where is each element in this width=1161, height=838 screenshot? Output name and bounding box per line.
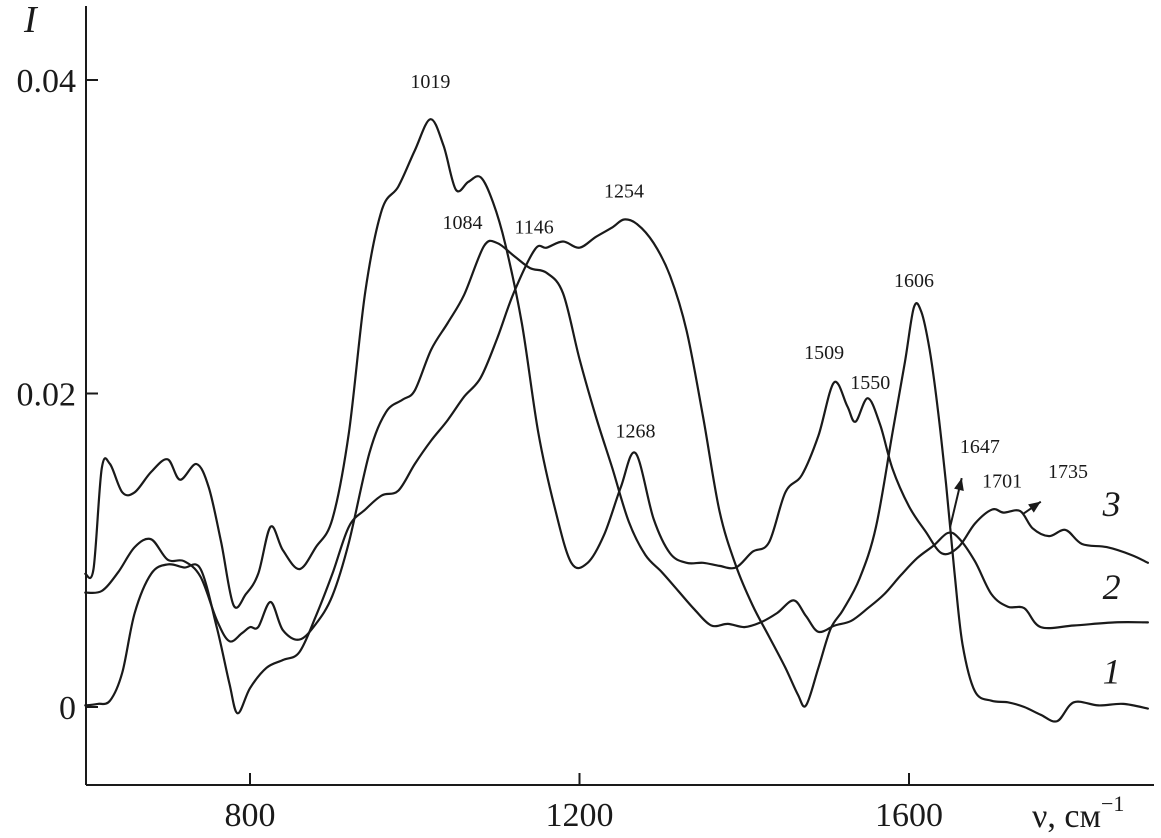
x-axis-label-superscript: −1 — [1101, 791, 1124, 816]
x-tick-label: 1200 — [546, 797, 614, 834]
y-axis-label: I — [23, 0, 39, 41]
peak-annotations: 1019 1084 1146 1254 1268 1509 1550 1606 1647 1701… — [410, 71, 1088, 493]
x-axis-label-text: ν, см — [1032, 798, 1101, 835]
x-tick-label: 1600 — [875, 797, 943, 834]
peak-label: 1509 — [804, 342, 844, 364]
peak-label: 1254 — [604, 181, 644, 203]
peak-label: 1735 — [1048, 461, 1088, 483]
series-label: 1 — [1103, 651, 1121, 691]
ticks — [86, 79, 910, 785]
series-label: 3 — [1102, 484, 1121, 524]
series-labels: 3 2 1 — [1102, 484, 1121, 692]
arrow-head — [954, 478, 964, 491]
x-axis-label: ν, см−1 — [1032, 791, 1124, 835]
axes — [85, 6, 1154, 786]
peak-label: 1084 — [443, 212, 483, 234]
peak-label: 1647 — [960, 436, 1000, 458]
y-tick-label: 0.04 — [17, 63, 77, 100]
series-group — [84, 118, 1149, 723]
peak-label: 1606 — [894, 270, 934, 292]
series-line-3 — [84, 118, 1149, 609]
x-tick-label: 800 — [225, 797, 276, 834]
series-line-2 — [84, 239, 1149, 643]
peak-label: 1701 — [982, 471, 1022, 493]
series-label: 2 — [1103, 567, 1121, 607]
y-tick-label: 0 — [59, 690, 76, 727]
peak-label: 1019 — [410, 71, 450, 93]
peak-label: 1268 — [616, 420, 656, 442]
arrow-head — [1028, 501, 1041, 513]
series-line-1 — [84, 218, 1149, 723]
y-tick-label: 0.02 — [17, 377, 77, 414]
peak-label: 1550 — [850, 372, 890, 394]
tick-labels: 800 1200 1600 0 0.02 0.04 — [17, 63, 944, 834]
annotation-arrows — [949, 477, 1042, 527]
peak-label: 1146 — [515, 217, 554, 239]
